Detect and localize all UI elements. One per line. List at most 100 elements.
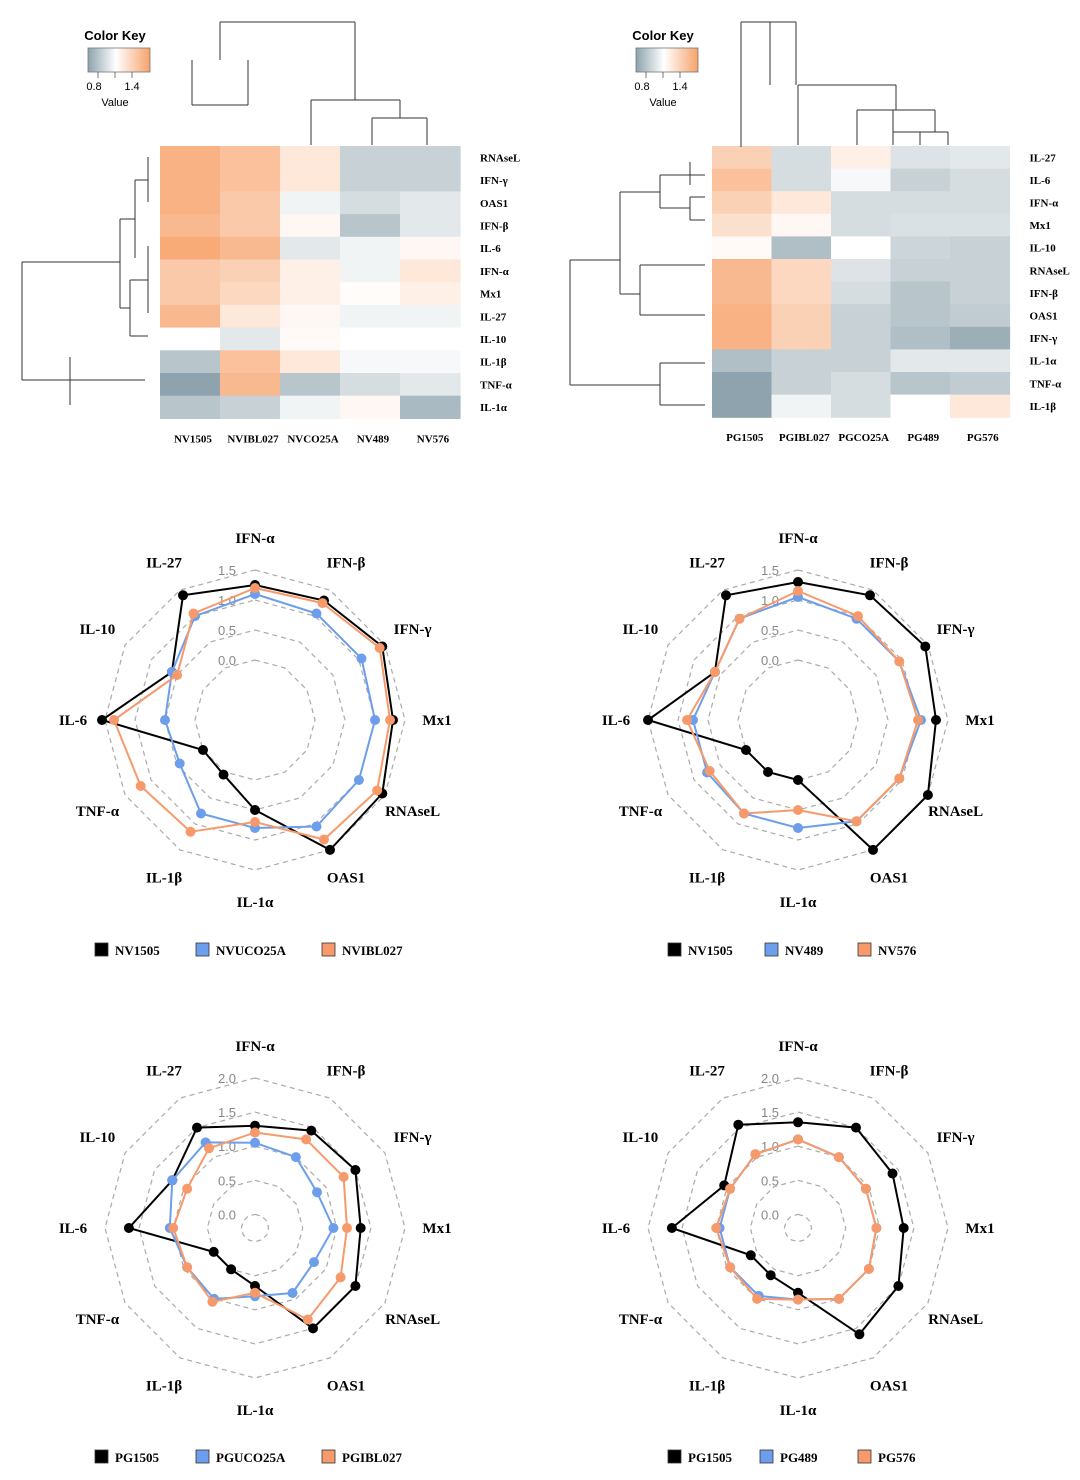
radar-axis-label: IL-1α <box>780 895 817 911</box>
color-key: Color Key 0.8 1.4 Value <box>632 28 699 109</box>
heatmap-row-label: IFN-α <box>480 266 510 278</box>
heatmap-cell <box>160 168 221 192</box>
heatmap-row-label: IL-1β <box>1030 401 1057 413</box>
heatmap-row-label: IL-1β <box>480 357 507 369</box>
heatmap-cell <box>340 146 401 170</box>
radar-axis-label: IL-27 <box>146 555 182 571</box>
heatmap-cell <box>950 326 1011 350</box>
heatmap-cell <box>831 168 892 192</box>
radar-data-point <box>325 844 335 855</box>
legend-label: NV576 <box>878 943 917 958</box>
radar-data-point <box>172 670 183 680</box>
heatmap-cell <box>831 372 892 396</box>
heatmap-cell <box>712 326 773 350</box>
heatmap-cell <box>220 168 281 192</box>
radar-ring-label: 1.5 <box>761 1105 779 1120</box>
radar-data-point <box>226 1264 237 1275</box>
radar-data-point <box>250 1137 260 1148</box>
radar-axis-label: IL-6 <box>59 713 88 729</box>
heatmap-row-label: IFN-γ <box>480 175 508 187</box>
heatmap-cell <box>771 372 832 396</box>
radar-data-point <box>851 816 862 827</box>
legend-label: NV1505 <box>688 943 733 958</box>
heatmap-row-label: Mx1 <box>1030 220 1051 232</box>
heatmap-row-label: IL-6 <box>480 243 501 255</box>
heatmap-column-label: NV576 <box>417 433 450 445</box>
color-key: Color Key 0.8 1.4 Value <box>84 28 151 109</box>
radar-axis-label: IL-1α <box>237 895 274 911</box>
heatmap-column-label: NVCO25A <box>287 433 338 445</box>
radar-data-point <box>733 1119 744 1130</box>
heatmap-cell <box>400 350 461 374</box>
legend-label: NVIBL027 <box>342 943 403 958</box>
radar-data-point <box>250 817 260 827</box>
heatmap-cell <box>220 304 281 329</box>
radar-data-point <box>868 844 878 855</box>
heatmap-column-label: PG489 <box>907 432 939 444</box>
heatmap-cell <box>771 281 832 305</box>
radar-data-point <box>370 715 380 725</box>
radar-data-point <box>301 1134 312 1145</box>
radar-data-point <box>250 583 260 593</box>
heatmap-cell <box>400 191 461 215</box>
color-key-title: Color Key <box>84 28 146 43</box>
heatmap-cell <box>890 281 951 305</box>
heatmap-cell <box>340 259 401 283</box>
radar-axis-label: TNF-α <box>76 804 120 820</box>
radar-data-point <box>287 1288 298 1298</box>
heatmap-cell <box>890 349 951 373</box>
radar-ring-label: 0.0 <box>218 653 236 668</box>
radar-data-point <box>302 1314 313 1325</box>
radar-data-point <box>290 1152 301 1163</box>
heatmap-cell <box>712 213 773 237</box>
heatmap-cell <box>280 350 341 374</box>
radar-data-point <box>311 608 322 619</box>
heatmap-cell <box>712 394 773 418</box>
radar-data-point <box>793 805 803 815</box>
heatmap-cell <box>890 394 951 418</box>
radar-axis-label: IL-10 <box>79 1130 115 1146</box>
radar-data-point <box>765 1270 776 1281</box>
radar-axis-label: OAS1 <box>327 871 365 887</box>
radar-data-point <box>356 653 367 664</box>
radar-axis-label: IL-6 <box>602 1221 631 1237</box>
radar-data-point <box>894 656 905 667</box>
heatmap-cell <box>280 146 341 170</box>
heatmap-cell <box>220 191 281 215</box>
radar-ring-label: 1.5 <box>218 1105 236 1120</box>
heatmap-cell <box>220 350 281 374</box>
color-key-bar <box>635 47 699 73</box>
heatmap-cell <box>890 168 951 192</box>
radar-data-point <box>666 1223 677 1233</box>
radar-data-point <box>752 1293 763 1304</box>
legend-swatch <box>764 942 779 957</box>
heatmap-cell <box>400 395 461 419</box>
radar-data-point <box>853 611 863 622</box>
radar-data-point <box>188 608 199 619</box>
heatmap-row-label: OAS1 <box>480 198 508 210</box>
heatmap-cell <box>771 304 832 328</box>
radar-data-point <box>863 1263 874 1274</box>
radar-data-point <box>328 1223 339 1233</box>
radar-data-point <box>250 1287 260 1298</box>
heatmap-row-label: IL-27 <box>480 311 507 323</box>
radar-axis-label: IL-10 <box>79 622 115 638</box>
heatmap-cell <box>950 349 1011 373</box>
heatmap-cell <box>160 350 221 374</box>
dendrograms <box>21 21 428 405</box>
radar-data-point <box>734 613 745 624</box>
heatmap-cell <box>280 373 341 397</box>
radar-data-point <box>865 590 875 601</box>
heatmap-cell <box>340 395 401 419</box>
heatmap-cell <box>831 349 892 373</box>
radar-axis-label: IFN-α <box>235 1039 275 1055</box>
radar-legend: PG1505 PGUCO25A PGIBL027 <box>94 1449 402 1465</box>
heatmap-cell <box>400 214 461 238</box>
radar-ring-label: 1.5 <box>761 563 779 578</box>
radar-axis-label: Mx1 <box>965 1221 994 1237</box>
radar-data-point <box>335 1272 346 1283</box>
heatmap-column-label: PG576 <box>967 432 999 444</box>
heatmap-cell <box>280 168 341 192</box>
radar-data-point <box>887 1168 898 1179</box>
